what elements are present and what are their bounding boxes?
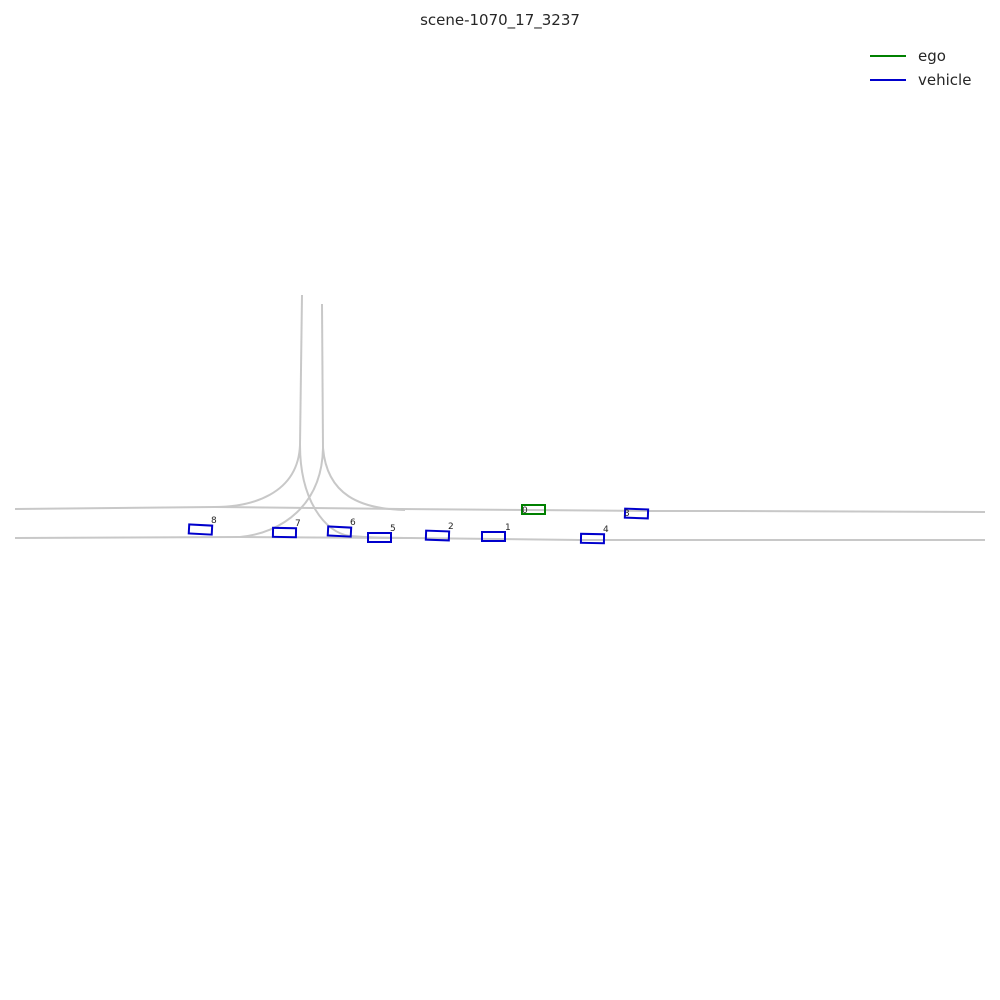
vehicle-4: 4 [579,525,609,545]
object-label: 5 [390,524,396,534]
lane-turn-south-west [239,447,324,538]
vehicle-2: 2 [424,522,454,542]
object-label: 3 [624,509,630,519]
scene-title: scene-1070_17_3237 [420,11,580,29]
object-label: 6 [350,518,356,528]
lane-network [14,294,986,541]
legend: ego vehicle [860,44,990,92]
vehicle-box [481,531,506,542]
vehicle-box [424,529,451,542]
object-boxes: 0 1 2 3 4 5 6 7 [187,504,650,545]
legend-entry-vehicle: vehicle [860,68,990,92]
lane-turn-south-east [299,444,413,539]
lane-upper-main [14,505,986,513]
object-label: 8 [211,516,217,526]
vehicle-box [271,526,298,539]
vehicle-5: 5 [367,524,396,543]
vehicle-box [187,523,214,536]
vehicle-1: 1 [481,523,511,542]
object-label: 4 [603,525,609,535]
lane-north-right [321,303,324,449]
legend-swatch-vehicle [870,79,906,81]
vehicle-box [326,525,353,538]
legend-swatch-ego [870,55,906,57]
object-label: 7 [295,519,301,529]
ego-box [521,504,546,515]
lane-north-left [299,294,303,446]
ego-vehicle: 0 [521,504,546,516]
legend-entry-ego: ego [860,44,990,68]
vehicle-box [623,507,650,520]
object-label: 0 [522,506,528,516]
lane-lower-main [14,535,985,541]
vehicle-box [367,532,392,543]
vehicle-3: 3 [623,507,650,520]
vehicle-box [579,532,606,545]
legend-label-vehicle: vehicle [918,71,972,89]
object-label: 1 [505,523,511,533]
vehicle-8: 8 [187,516,217,536]
legend-label-ego: ego [918,47,946,65]
object-label: 2 [448,522,454,532]
lane-turn-left-west [214,444,301,508]
vehicle-7: 7 [271,519,301,539]
lane-turn-right-east [322,447,406,511]
vehicle-6: 6 [326,518,356,538]
